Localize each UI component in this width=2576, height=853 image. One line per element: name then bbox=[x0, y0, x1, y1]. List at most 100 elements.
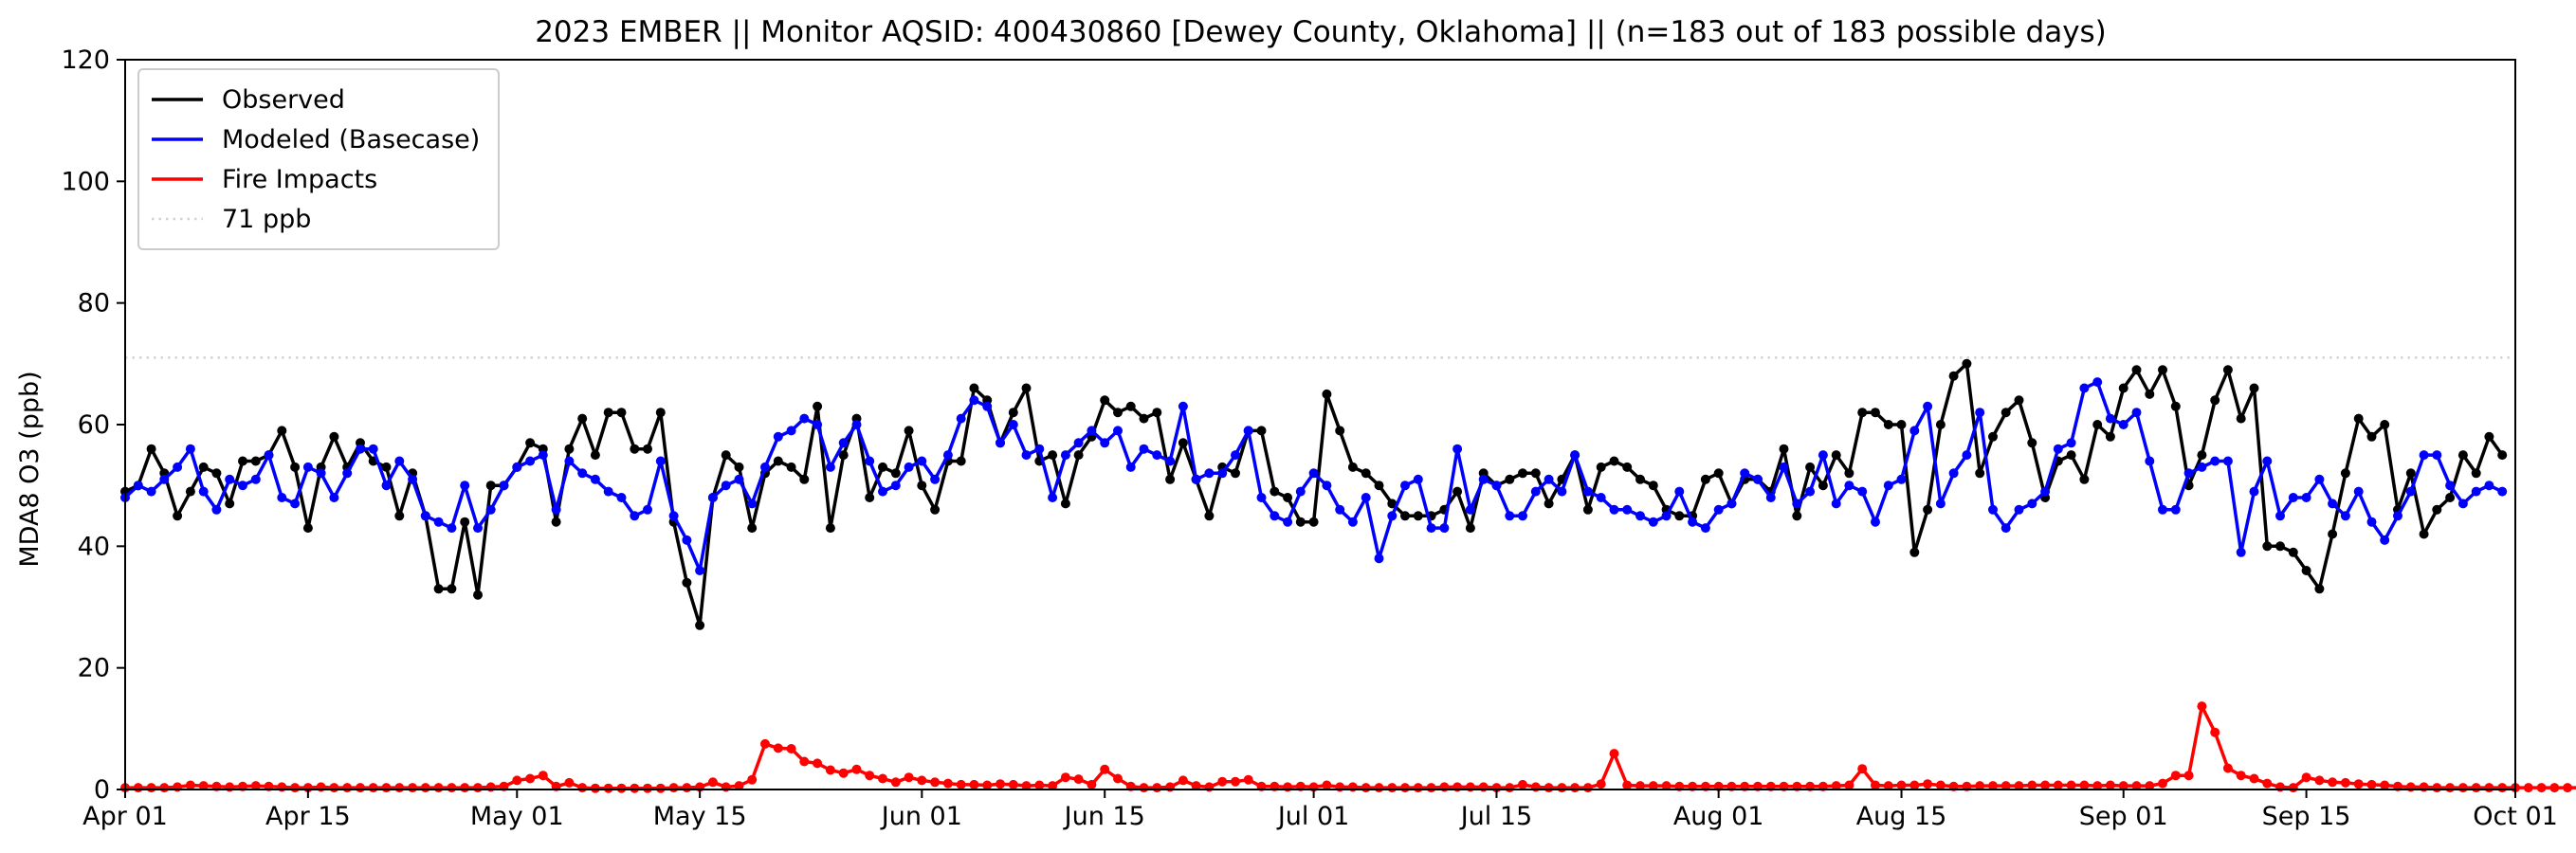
data-point bbox=[2197, 701, 2207, 712]
data-point bbox=[316, 468, 326, 479]
data-point bbox=[2445, 783, 2456, 793]
data-point bbox=[1518, 511, 1527, 521]
data-point bbox=[590, 783, 600, 793]
data-point bbox=[238, 456, 247, 466]
data-point bbox=[2340, 511, 2350, 521]
data-point bbox=[1582, 783, 1593, 793]
data-point bbox=[917, 481, 927, 491]
data-point bbox=[2457, 499, 2468, 509]
data-point bbox=[1165, 474, 1176, 484]
data-point bbox=[786, 744, 796, 753]
data-point bbox=[707, 777, 718, 788]
data-point bbox=[616, 493, 627, 502]
data-point bbox=[969, 779, 979, 789]
data-point bbox=[643, 444, 652, 454]
data-point bbox=[1283, 493, 1293, 502]
data-point bbox=[2457, 450, 2468, 461]
data-point bbox=[2118, 420, 2128, 429]
data-point bbox=[1661, 511, 1672, 521]
data-point bbox=[1674, 486, 1685, 497]
data-point bbox=[878, 462, 887, 472]
data-point bbox=[2380, 780, 2390, 790]
data-point bbox=[2497, 450, 2508, 461]
data-point bbox=[1021, 450, 1032, 461]
data-point bbox=[1387, 499, 1398, 509]
data-point bbox=[1557, 783, 1567, 793]
data-point bbox=[1100, 438, 1110, 448]
data-point bbox=[1217, 468, 1228, 479]
data-point bbox=[1152, 450, 1162, 461]
data-point bbox=[904, 462, 914, 472]
data-point bbox=[982, 401, 993, 411]
data-point bbox=[2105, 780, 2115, 790]
data-point bbox=[2432, 783, 2442, 793]
data-point bbox=[2563, 783, 2573, 793]
data-point bbox=[1231, 450, 1240, 461]
data-point bbox=[1805, 462, 1816, 472]
data-point bbox=[942, 450, 953, 461]
data-point bbox=[1034, 444, 1045, 454]
data-point bbox=[930, 504, 941, 515]
legend-label: Observed bbox=[222, 85, 345, 115]
data-point bbox=[1753, 474, 1763, 484]
data-point bbox=[1923, 504, 1933, 515]
data-point bbox=[2131, 408, 2142, 418]
data-point bbox=[1844, 481, 1854, 491]
data-point bbox=[512, 462, 522, 472]
data-point bbox=[1622, 780, 1633, 790]
data-point bbox=[277, 493, 287, 502]
data-point bbox=[1909, 426, 1920, 436]
data-point bbox=[1139, 413, 1149, 424]
data-point bbox=[2066, 780, 2076, 790]
data-point bbox=[1060, 499, 1070, 509]
data-point bbox=[1831, 450, 1841, 461]
data-point bbox=[2301, 493, 2311, 502]
data-point bbox=[616, 783, 627, 793]
data-point bbox=[2301, 566, 2311, 575]
data-point bbox=[1100, 395, 1110, 406]
data-point bbox=[1270, 511, 1280, 521]
data-point bbox=[408, 783, 418, 793]
data-point bbox=[433, 584, 444, 594]
data-point bbox=[1896, 474, 1907, 484]
data-point bbox=[904, 772, 914, 783]
y-tick-label: 80 bbox=[78, 289, 110, 318]
data-point bbox=[1125, 401, 1136, 411]
data-point bbox=[1962, 450, 1972, 461]
data-point bbox=[1374, 481, 1384, 491]
plot-area: 0 20 40 60 80 100 120 Apr 01 Apr 15 May 01 May 15 J… bbox=[61, 45, 2576, 831]
data-point bbox=[813, 758, 823, 769]
data-point bbox=[1909, 547, 1920, 557]
data-point bbox=[996, 438, 1005, 448]
data-point bbox=[707, 493, 718, 502]
data-point bbox=[1178, 438, 1188, 448]
data-point bbox=[2366, 779, 2377, 789]
data-point bbox=[865, 456, 875, 466]
data-point bbox=[564, 456, 575, 466]
data-point bbox=[1648, 781, 1658, 791]
data-point bbox=[1713, 504, 1724, 515]
data-point bbox=[1609, 456, 1619, 466]
data-point bbox=[1139, 783, 1149, 793]
data-point bbox=[682, 783, 692, 793]
data-point bbox=[1726, 499, 1737, 509]
data-point bbox=[525, 438, 536, 448]
data-point bbox=[1831, 499, 1841, 509]
data-point bbox=[1896, 780, 1907, 790]
data-point bbox=[1048, 781, 1058, 791]
data-point bbox=[1243, 774, 1253, 785]
data-point bbox=[551, 504, 561, 515]
data-point bbox=[2366, 431, 2377, 442]
data-point bbox=[1935, 420, 1946, 429]
data-point bbox=[1073, 450, 1084, 461]
data-point bbox=[1231, 468, 1240, 479]
data-point bbox=[2001, 781, 2011, 791]
data-point bbox=[356, 444, 365, 454]
data-point bbox=[2105, 431, 2115, 442]
data-point bbox=[2445, 481, 2456, 491]
data-point bbox=[211, 468, 222, 479]
data-point bbox=[851, 420, 862, 429]
x-tick-label: May 15 bbox=[653, 802, 747, 831]
data-point bbox=[2170, 401, 2181, 411]
